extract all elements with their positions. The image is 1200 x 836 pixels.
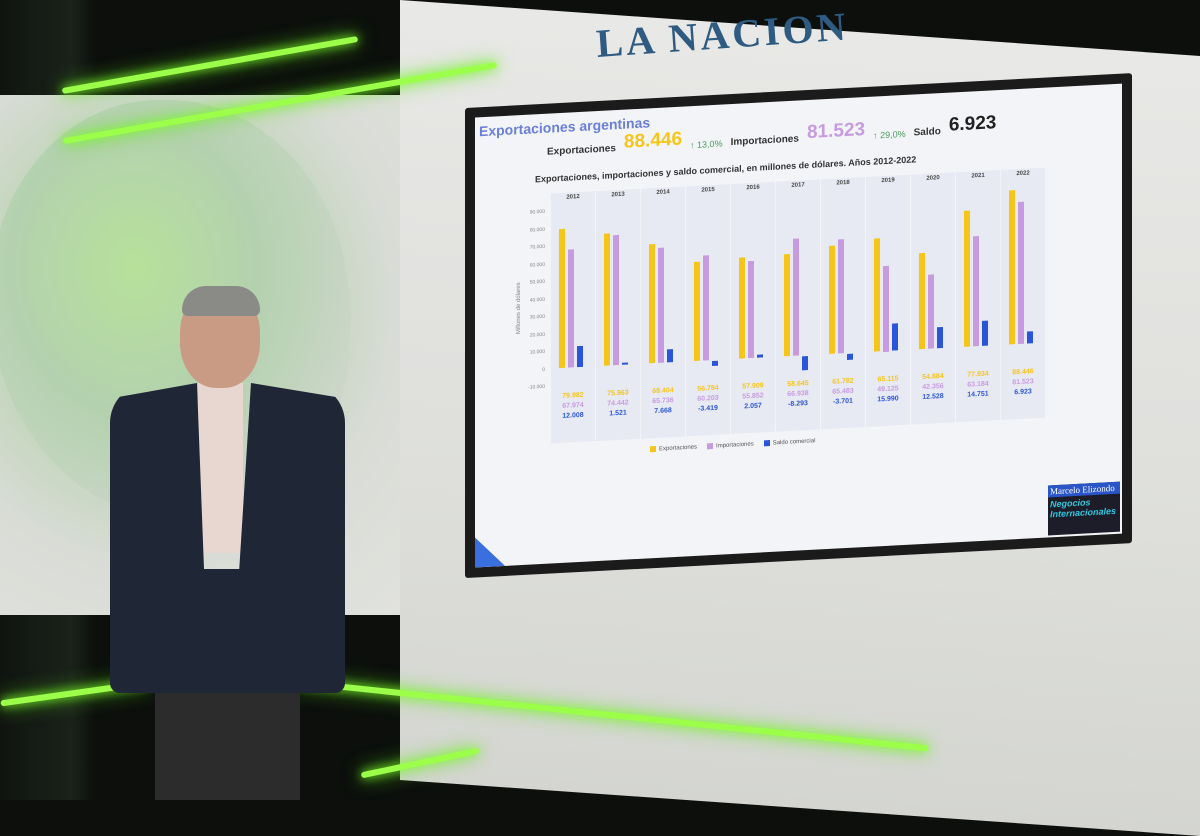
exports-label: Exportaciones [547, 143, 616, 158]
bar [757, 354, 763, 359]
bar [982, 320, 988, 347]
bar [667, 349, 673, 363]
bar [1027, 331, 1033, 345]
bar [694, 261, 700, 362]
bar [892, 322, 898, 352]
y-tick: -10.000 [528, 383, 545, 391]
exports-change: ↑ 13,0% [690, 138, 723, 151]
bar [748, 260, 754, 359]
bar [568, 248, 574, 369]
y-tick: 30.000 [529, 313, 545, 321]
bar-chart: Millones de dólares 90.000 80.000 70.000 60… [515, 167, 1045, 446]
tv-screen: Exportaciones argentinas Exportaciones 8… [475, 83, 1122, 568]
balance-label: Saldo [913, 126, 941, 139]
bar [577, 346, 583, 368]
bar [874, 237, 880, 353]
bar [1018, 201, 1024, 345]
imports-change: ↑ 29,0% [873, 128, 906, 141]
program-brand: Negocios Internacionales [1050, 497, 1117, 520]
tv-monitor: Exportaciones argentinas Exportaciones 8… [465, 73, 1132, 579]
bar [613, 235, 619, 366]
presenter-tag: Marcelo Elizondo Negocios Internacionale… [1048, 481, 1120, 536]
bar [712, 360, 718, 367]
presenter-shirt [198, 383, 243, 553]
y-tick: 40.000 [529, 296, 545, 304]
bar [829, 245, 835, 355]
y-tick: 20.000 [529, 331, 545, 339]
bar [883, 265, 889, 352]
legend-exports: Exportaciones [650, 444, 697, 453]
chart-legend: Exportaciones Importaciones Saldo comerc… [650, 438, 815, 453]
corner-accent [475, 535, 505, 568]
bar [964, 210, 970, 348]
y-tick: 10.000 [529, 348, 545, 356]
presenter [110, 286, 345, 800]
bar [802, 355, 808, 371]
y-tick: 90.000 [529, 208, 545, 216]
legend-imports: Importaciones [707, 441, 754, 450]
y-tick: 60.000 [529, 261, 545, 269]
y-tick: 80.000 [529, 226, 545, 234]
exports-value: 88.446 [623, 128, 683, 153]
bar [838, 239, 844, 354]
y-tick: 70.000 [529, 243, 545, 251]
bar [973, 235, 979, 347]
imports-label: Importaciones [730, 133, 799, 149]
bar [622, 362, 628, 366]
bar [928, 274, 934, 350]
bar [658, 248, 664, 364]
bar [559, 228, 565, 369]
bar [649, 243, 655, 364]
balance-value: 6.923 [948, 112, 997, 136]
bar [739, 257, 745, 360]
imports-value: 81.523 [806, 119, 866, 144]
bar [604, 232, 610, 367]
bar [937, 326, 943, 349]
y-tick: 50.000 [529, 278, 545, 286]
bar [703, 255, 709, 362]
y-tick: 0 [542, 366, 545, 373]
bar [847, 353, 853, 360]
bar [784, 253, 790, 357]
bar [793, 238, 799, 357]
bar [1009, 189, 1015, 345]
bar [919, 253, 925, 350]
y-axis-label: Millones de dólares [515, 282, 522, 335]
legend-balance: Saldo comercial [763, 438, 815, 447]
presenter-hair [182, 286, 260, 316]
